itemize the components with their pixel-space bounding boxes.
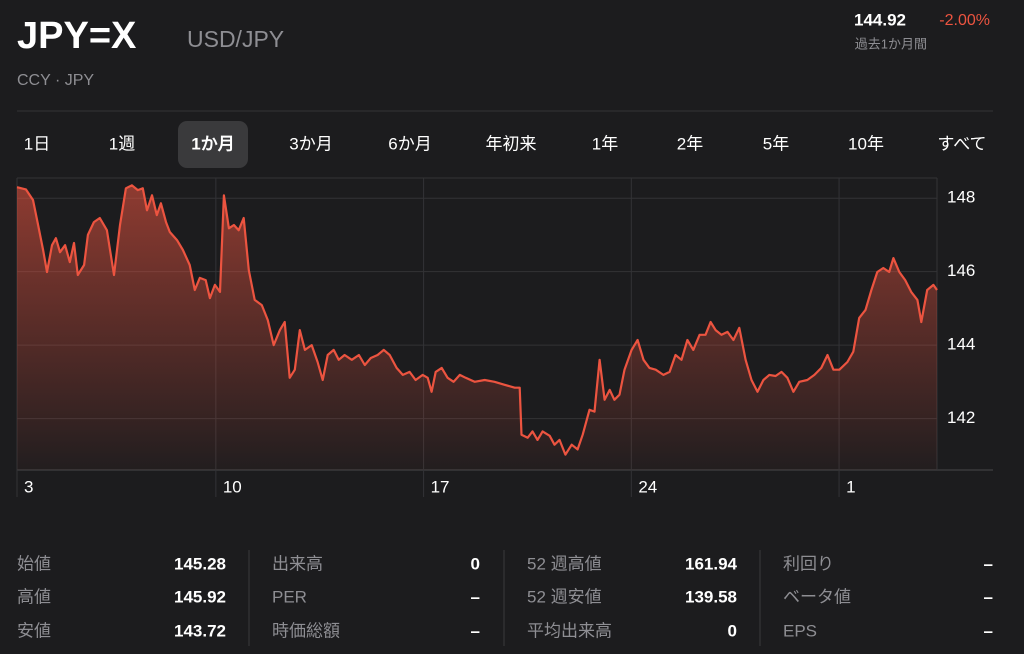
range-button[interactable]: 1日 [24,134,50,153]
y-tick-label: 142 [947,408,975,427]
period: 過去1か月間 [855,36,927,51]
range-button[interactable]: 6か月 [388,134,431,153]
pair-name: USD/JPY [187,26,284,52]
x-tick-label: 24 [638,477,657,496]
range-button[interactable]: すべて [937,134,986,153]
stat-value: – [471,587,480,606]
stat-label: 時価総額 [272,621,340,640]
stat-value: 139.58 [685,587,737,606]
stat-value: 143.72 [174,621,226,640]
stat-label: 平均出来高 [527,621,612,640]
y-tick-label: 144 [947,335,975,354]
stat-label: 出来高 [272,554,323,573]
x-tick-label: 17 [431,477,450,496]
exchange: CCY · JPY [17,72,94,89]
stat-value: 161.94 [685,554,738,573]
stat-label: 利回り [783,554,834,573]
y-tick-label: 148 [947,188,975,207]
range-button[interactable]: 2年 [677,134,703,153]
stat-value: – [984,587,993,606]
x-tick-label: 3 [24,477,33,496]
stat-label: 始値 [17,554,51,573]
symbol: JPY=X [17,15,137,57]
range-button[interactable]: 5年 [763,134,789,153]
range-button[interactable]: 10年 [848,134,884,153]
price: 144.92 [854,10,906,29]
stat-label: 52 週安値 [527,587,602,606]
stats-table: 始値 145.28 高値 145.92 安値 143.72 出来高 0 PER – 時価総額 – 52 … [17,550,993,646]
stat-label: ベータ値 [783,587,851,606]
y-tick-label: 146 [947,261,975,280]
stat-value: – [471,621,480,640]
stat-label: 52 週高値 [527,554,602,573]
stat-label: 安値 [17,621,51,640]
x-tick-label: 10 [223,477,242,496]
stat-label: PER [272,587,307,606]
range-selected-bg [178,121,248,168]
range-button[interactable]: 3か月 [289,134,332,153]
stat-value: 145.28 [174,554,226,573]
range-button[interactable]: 1週 [109,134,135,153]
stat-value: – [984,554,993,573]
stat-label: EPS [783,621,817,640]
price-chart: 142 144 146 148 3 10 17 24 1 [16,177,993,497]
stat-value: 0 [728,621,737,640]
stat-value: 145.92 [174,587,226,606]
x-tick-label: 1 [846,477,855,496]
stat-value: 0 [471,554,480,573]
range-button[interactable]: 1か月 [191,134,234,153]
price-line [16,184,938,456]
range-button[interactable]: 1年 [592,134,618,153]
stat-value: – [984,621,993,640]
stat-label: 高値 [17,587,51,606]
change: -2.00% [939,12,990,29]
range-button[interactable]: 年初来 [486,134,537,153]
range-selector: 1日 1週 1か月 3か月 6か月 年初来 1年 2年 5年 10年 すべて [24,121,987,168]
